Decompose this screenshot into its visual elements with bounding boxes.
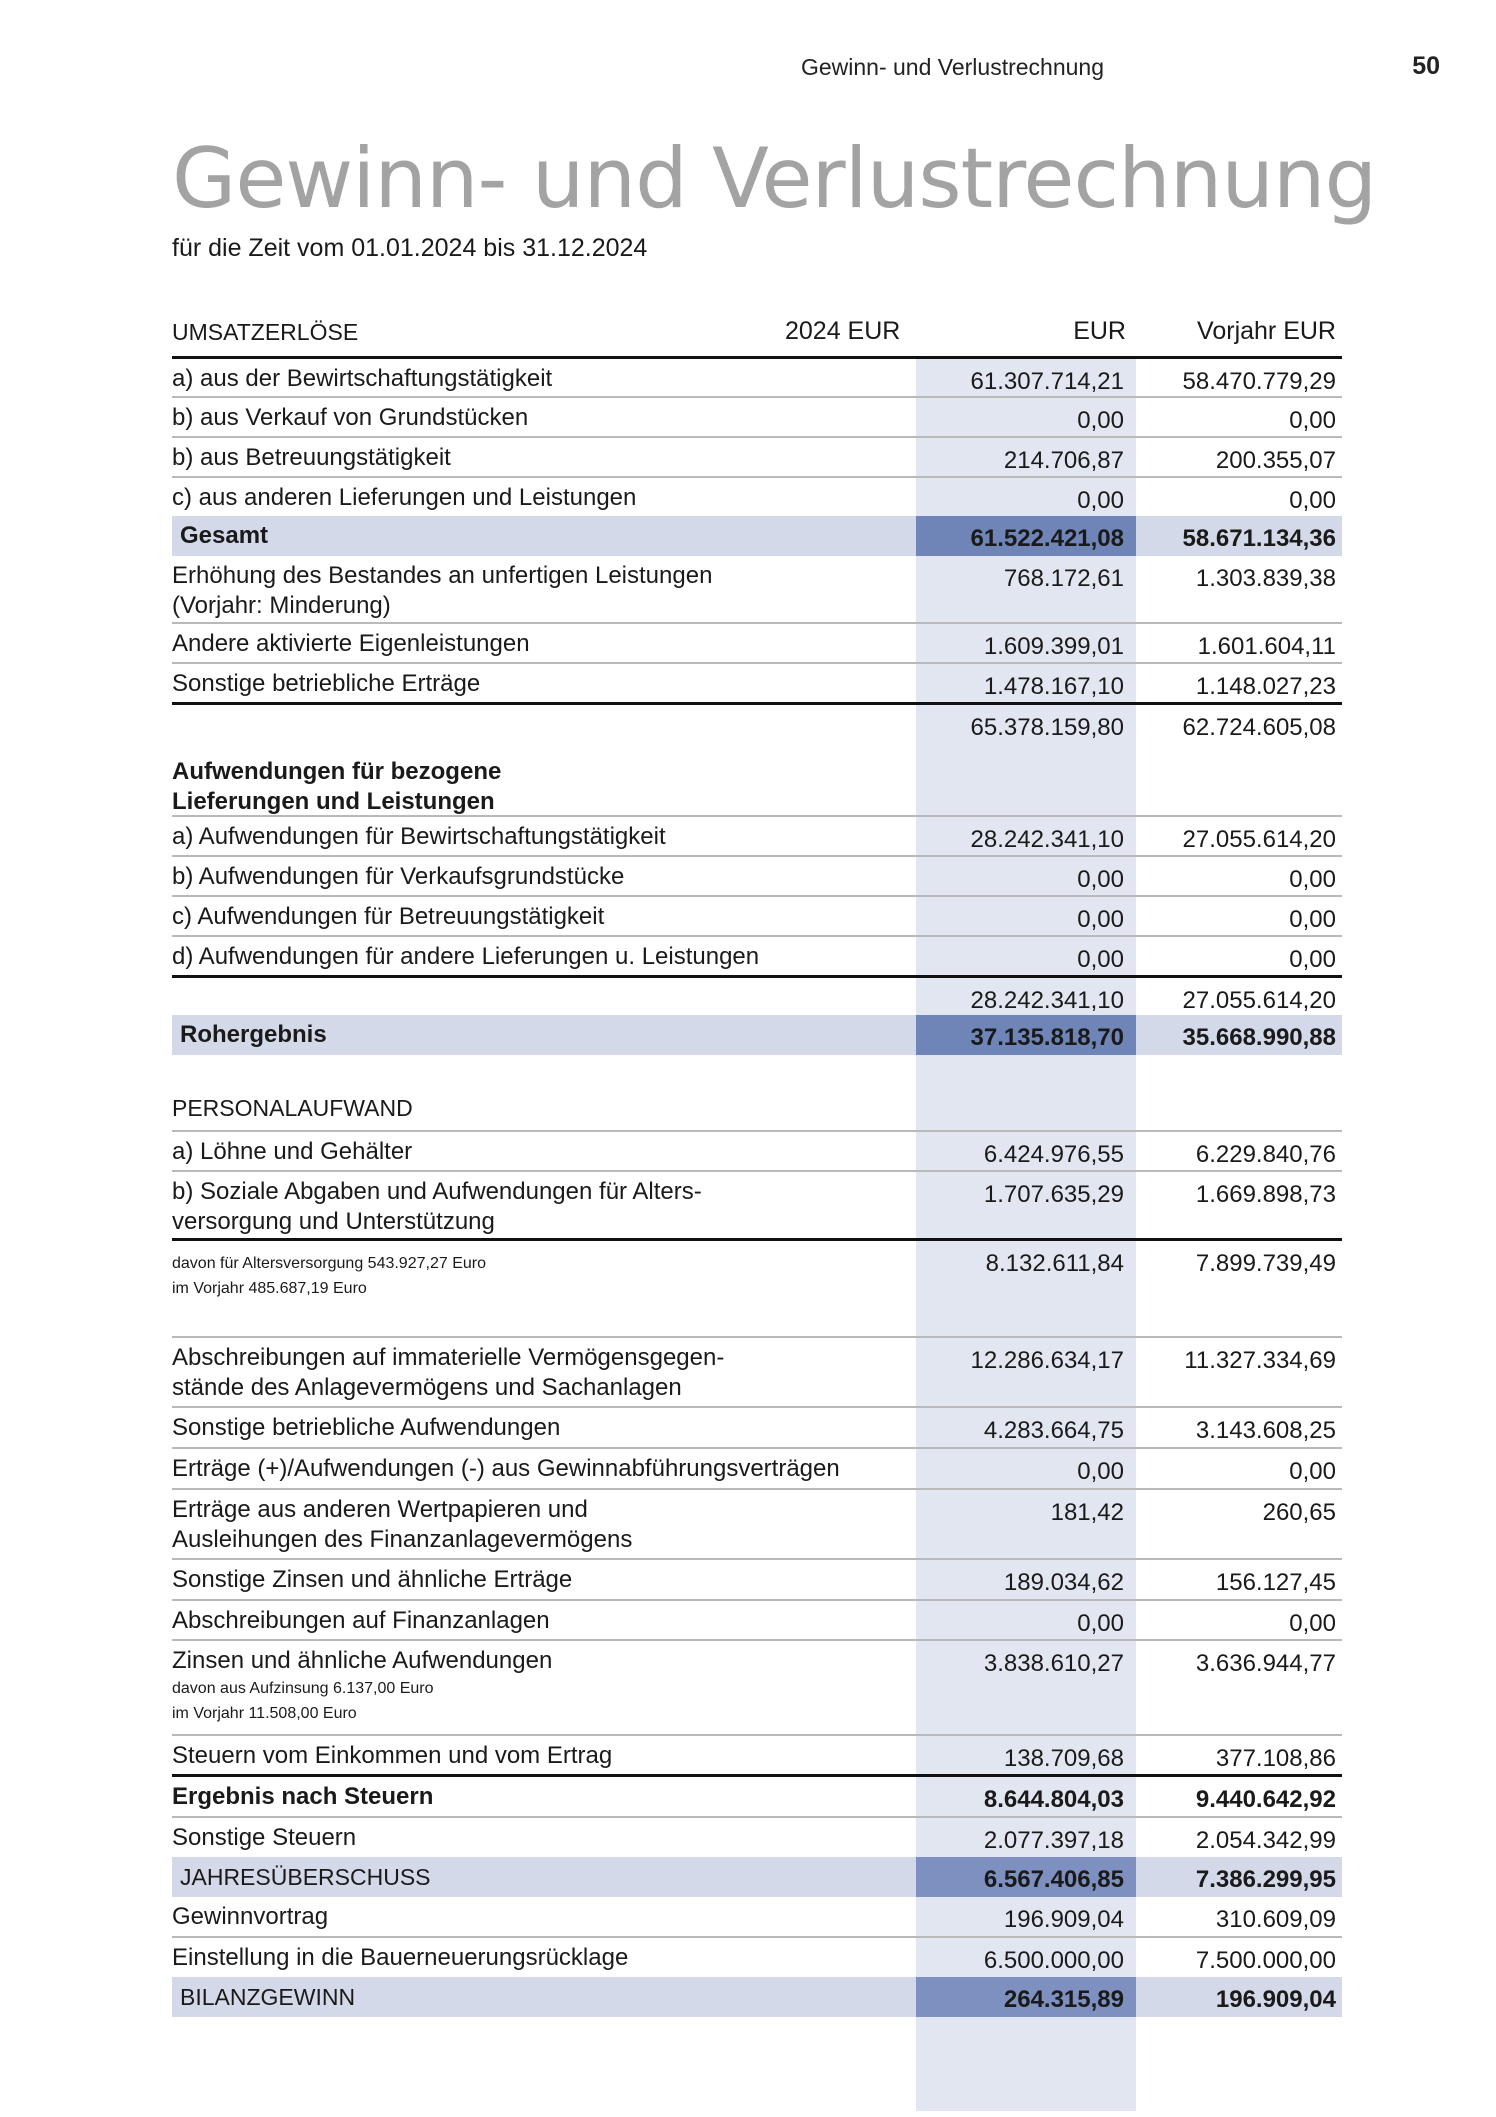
table-row: Erhöhung des Bestandes an unfertigen Lei… (172, 556, 1342, 624)
current-year-column-shade (916, 356, 1136, 2111)
subtotal-row: 65.378.159,80 62.724.605,08 (970, 714, 1336, 741)
total-row-bilanzgewinn: BILANZGEWINN 264.315,89 196.909,04 (172, 1977, 1342, 2017)
running-title: Gewinn- und Verlustrechnung (800, 54, 1104, 80)
header-eur: EUR (1073, 317, 1126, 345)
table-row: c) Aufwendungen für Betreuungstätigkeit … (172, 897, 1342, 937)
table-row: Abschreibungen auf immaterielle Vermögen… (172, 1338, 1342, 1408)
table-row: Abschreibungen auf Finanzanlagen 0,00 0,… (172, 1601, 1342, 1641)
table-row: b) Aufwendungen für Verkaufsgrundstücke … (172, 857, 1342, 897)
page-title: Gewinn- und Verlustrechnung (172, 130, 1377, 227)
subtotal-row-rohergebnis: Rohergebnis 37.135.818,70 35.668.990,88 (172, 1015, 1342, 1055)
subtotal-row: 28.242.341,10 27.055.614,20 (970, 987, 1336, 1014)
page-number: 50 (1412, 52, 1440, 80)
header-year: 2024 EUR (785, 317, 901, 345)
subtotal-row-personal: davon für Altersversorgung 543.927,27 Eu… (172, 1241, 1342, 1338)
table-row: Erträge aus anderen Wertpapieren und Ausl… (172, 1490, 1342, 1560)
header-prev-year: Vorjahr EUR (1197, 317, 1336, 345)
table-row: Andere aktivierte Eigenleistungen 1.609.… (172, 624, 1342, 664)
table-row: Sonstige betriebliche Aufwendungen 4.283… (172, 1408, 1342, 1449)
total-row-jahresueberschuss: JAHRESÜBERSCHUSS 6.567.406,85 7.386.299,… (172, 1857, 1342, 1897)
table-row: a) Aufwendungen für Bewirtschaftungstäti… (172, 817, 1342, 857)
table-row: b) aus Betreuungstätigkeit 214.706,87 20… (172, 438, 1342, 478)
header-umsatzerloese: UMSATZERLÖSE (172, 319, 359, 345)
table-row: b) aus Verkauf von Grundstücken 0,00 0,0… (172, 398, 1342, 438)
table-row: Gewinnvortrag 196.909,04 310.609,09 (172, 1897, 1342, 1938)
income-statement-table: UMSATZERLÖSE 2024 EUR EUR Vorjahr EUR a)… (172, 300, 1342, 2111)
table-row: Zinsen und ähnliche Aufwendungen davon a… (172, 1641, 1342, 1736)
table-row: d) Aufwendungen für andere Lieferungen u… (172, 937, 1342, 978)
table-row: Sonstige betriebliche Erträge 1.478.167,… (172, 664, 1342, 705)
section-heading-aufwendungen: Aufwendungen für bezogene Lieferungen und… (172, 743, 1342, 817)
table-row: b) Soziale Abgaben und Aufwendungen für … (172, 1172, 1342, 1241)
section-heading-personalaufwand: PERSONALAUFWAND (172, 1055, 1342, 1132)
subtotal-row-gesamt: Gesamt 61.522.421,08 58.671.134,36 (172, 516, 1342, 556)
page-subtitle: für die Zeit vom 01.01.2024 bis 31.12.20… (172, 234, 648, 262)
table-row: a) Löhne und Gehälter 6.424.976,55 6.229… (172, 1132, 1342, 1172)
table-row: Sonstige Zinsen und ähnliche Erträge 189… (172, 1560, 1342, 1601)
subtotal-row-ergebnis-nach-steuern: Ergebnis nach Steuern 8.644.804,03 9.440… (172, 1777, 1342, 1818)
table-row: a) aus der Bewirtschaftungstätigkeit 61.… (172, 359, 1342, 398)
table-row: c) aus anderen Lieferungen und Leistunge… (172, 484, 1336, 514)
table-row: Steuern vom Einkommen und vom Ertrag 138… (172, 1736, 1342, 1777)
table-header: UMSATZERLÖSE 2024 EUR EUR Vorjahr EUR (172, 300, 1342, 359)
table-row: Einstellung in die Bauerneuerungsrücklag… (172, 1944, 1336, 1974)
table-row: Erträge (+)/Aufwendungen (-) aus Gewinna… (172, 1449, 1342, 1490)
table-row: Sonstige Steuern 2.077.397,18 2.054.342,… (172, 1824, 1336, 1854)
